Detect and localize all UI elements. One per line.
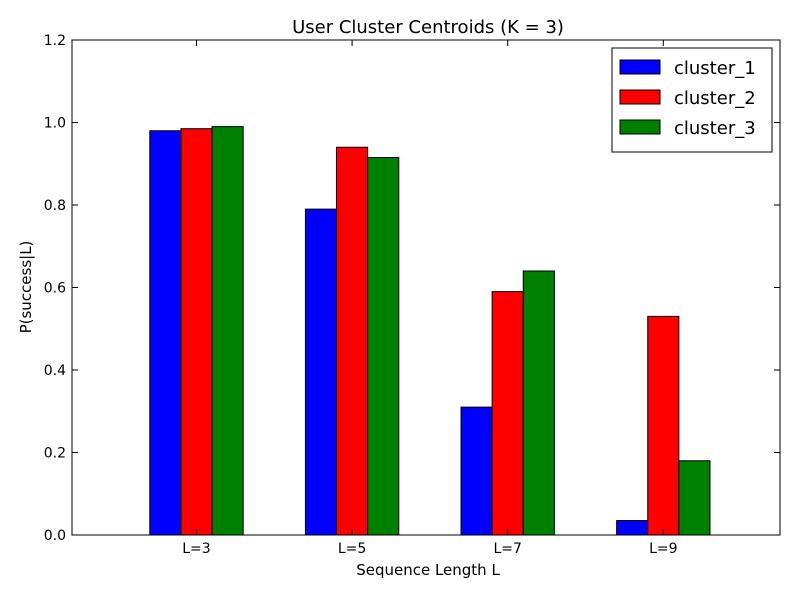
y-tick-label: 0.0: [44, 528, 66, 544]
axes-group: 0.0 0.2 0.4 0.6 0.8 1.0 1.2 L=3 L=5 L=7 L=9: [44, 33, 781, 557]
y-tick-label: 0.8: [44, 198, 66, 214]
bar-cluster_2-L=7: [491, 291, 524, 536]
bar-cluster_2-L=5: [336, 146, 369, 536]
y-tick-label: 0.2: [44, 446, 66, 462]
x-axis-label: Sequence Length L: [356, 561, 500, 579]
bar-cluster_3-L=7: [522, 270, 555, 536]
bar-cluster_2-L=3: [180, 128, 213, 536]
y-tick-label: 1.0: [44, 116, 66, 132]
legend: cluster_1 cluster_2 cluster_3: [611, 47, 773, 153]
legend-swatch-cluster_2: [619, 89, 661, 105]
x-tick-label: L=7: [493, 541, 521, 557]
legend-swatch-cluster_3: [619, 119, 661, 135]
bar-cluster_1-L=5: [304, 208, 338, 536]
x-tick-label: L=3: [182, 541, 210, 557]
bars-group: [149, 126, 711, 536]
y-axis-label: P(success|L): [17, 241, 35, 334]
y-tick-label: 0.4: [44, 363, 66, 379]
bar-cluster_3-L=3: [211, 126, 244, 536]
bar-cluster_3-L=9: [678, 460, 711, 536]
y-tick-label: 1.2: [44, 33, 66, 49]
y-tick-label: 0.6: [44, 281, 66, 297]
legend-label-cluster_3: cluster_3: [674, 118, 756, 139]
legend-label-cluster_2: cluster_2: [674, 88, 756, 109]
x-tick-label: L=9: [649, 541, 677, 557]
x-tick-label: L=5: [338, 541, 366, 557]
bar-cluster_3-L=5: [367, 157, 400, 536]
bar-cluster_1-L=3: [149, 130, 182, 536]
legend-swatch-cluster_1: [619, 59, 661, 75]
bar-cluster_2-L=9: [647, 315, 680, 536]
bar-cluster_1-L=7: [460, 406, 493, 536]
bar-cluster_1-L=9: [616, 520, 649, 536]
chart-title: User Cluster Centroids (K = 3): [292, 17, 564, 38]
legend-label-cluster_1: cluster_1: [674, 58, 756, 79]
